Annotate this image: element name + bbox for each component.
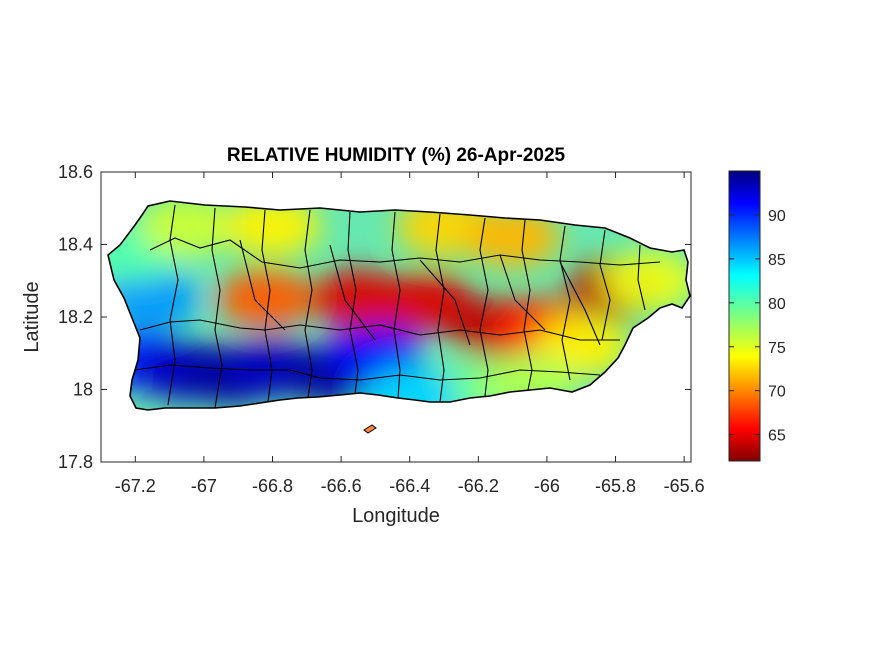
field-sample <box>310 268 407 329</box>
x-axis-label: Longitude <box>352 505 440 527</box>
y-tick-label: 18 <box>73 380 93 400</box>
colorbar-ticks: 65 70 75 80 85 90 <box>729 208 786 445</box>
y-tick-label: 18.6 <box>58 162 93 182</box>
field-sample <box>361 366 458 410</box>
x-tick-label: -65.6 <box>664 476 705 496</box>
x-tick-label: -66 <box>534 476 560 496</box>
municipality-boundaries <box>134 204 661 409</box>
colorbar: 65 70 75 80 85 90 <box>728 170 786 462</box>
chart-title: RELATIVE HUMIDITY (%) 26-Apr-2025 <box>227 145 566 166</box>
field-sample <box>138 201 235 257</box>
x-tick-label: -65.8 <box>595 476 636 496</box>
y-tick-label: 17.8 <box>58 452 93 472</box>
field-sample <box>464 207 561 268</box>
y-axis: 17.8 18 18.2 18.4 18.6 <box>58 162 691 472</box>
field-sample <box>224 201 321 257</box>
field-sample <box>601 250 690 311</box>
y-tick-label: 18.4 <box>58 235 93 255</box>
field-sample <box>217 268 314 329</box>
colorbar-tick-label: 80 <box>768 296 786 313</box>
y-axis-label: Latitude <box>21 281 43 352</box>
colorbar-tick-label: 90 <box>768 208 786 225</box>
colorbar-tick-label: 70 <box>768 384 786 401</box>
x-tick-label: -66.2 <box>458 476 499 496</box>
colorbar-tick-label: 85 <box>768 252 786 269</box>
x-tick-label: -66.8 <box>252 476 293 496</box>
x-tick-label: -67 <box>191 476 217 496</box>
colorbar-tick-label: 65 <box>768 428 786 445</box>
x-tick-label: -66.6 <box>321 476 362 496</box>
x-tick-label: -66.4 <box>389 476 430 496</box>
caja-de-muertos-islet <box>363 424 377 434</box>
colorbar-tick-label: 75 <box>768 340 786 357</box>
y-tick-label: 18.2 <box>58 307 93 327</box>
x-tick-label: -67.2 <box>115 476 156 496</box>
x-axis: -67.2 -67 -66.8 -66.6 -66.4 -66.2 -66 -65.8 -65.… <box>115 172 705 496</box>
humidity-field <box>108 201 690 410</box>
colorbar-gradient <box>728 170 761 462</box>
